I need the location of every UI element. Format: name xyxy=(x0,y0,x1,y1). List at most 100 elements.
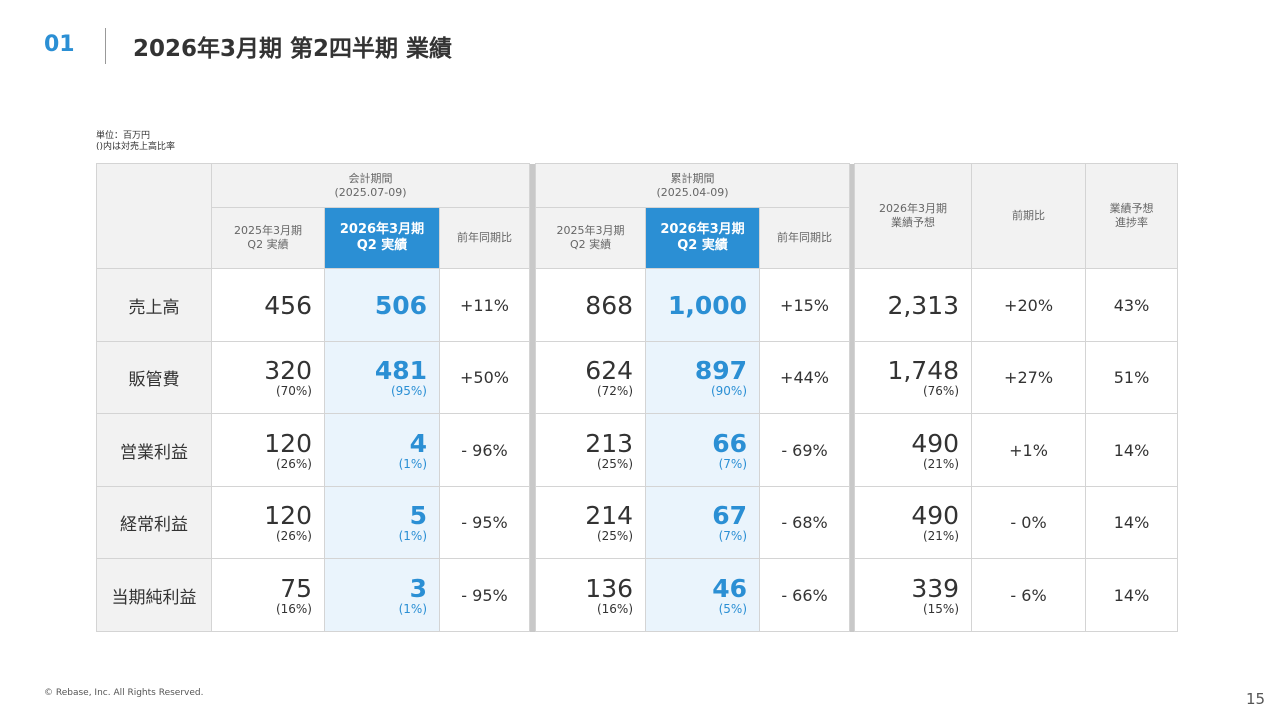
value: 120 xyxy=(264,501,312,530)
value-cell: 868 xyxy=(535,268,647,342)
note: 単位：百万円 xyxy=(96,131,151,141)
column-header: 2026年3月期 Q2 実績 xyxy=(645,207,761,269)
value-cell: 4 (1%) xyxy=(324,413,440,487)
group-header: 累計期間 (2025.04-09) xyxy=(535,163,851,208)
slide-title: 2026年3月期 第2四半期 業績 xyxy=(133,36,453,62)
value-cell: 66 (7%) xyxy=(645,413,761,487)
column-header: 2025年3月期 Q2 実績 xyxy=(211,207,325,269)
table-row: 売上高 456 506 +11% 868 1,000 +15% 2,313 +20% 43% xyxy=(96,268,1179,342)
ratio: (26%) xyxy=(275,529,312,543)
value: 1,000 xyxy=(667,290,748,320)
value: 120 xyxy=(264,428,312,458)
row-label: 経常利益 xyxy=(96,486,212,559)
value: 506 xyxy=(374,290,427,320)
ratio: (25%) xyxy=(596,529,634,543)
value-cell: 1,748 (76%) xyxy=(854,341,973,414)
value: 624 xyxy=(585,356,634,385)
divider xyxy=(105,28,106,64)
row-label: 当期純利益 xyxy=(96,558,212,632)
value-cell: 490 (21%) xyxy=(854,486,973,559)
value-cell: 75 (16%) xyxy=(211,558,325,632)
value-cell: 481 (95%) xyxy=(324,341,440,414)
change-cell: - 95% xyxy=(438,558,531,632)
value-cell: 214 (25%) xyxy=(535,486,647,559)
change-cell: +27% xyxy=(971,341,1087,414)
value: 4 xyxy=(409,428,427,458)
group-title: 会計期間 xyxy=(348,171,393,185)
group-header: 会計期間 (2025.07-09) xyxy=(210,163,531,208)
group-period: (2025.07-09) xyxy=(334,185,407,199)
row-label: 売上高 xyxy=(96,268,212,342)
value-cell: 67 (7%) xyxy=(645,486,761,559)
notes: 単位：百万円 ()内は対売上高比率 xyxy=(96,131,175,153)
column-header: 前期比 xyxy=(971,163,1087,269)
value: 213 xyxy=(585,428,634,458)
ratio: (21%) xyxy=(922,529,960,543)
column-header: 2026年3月期 Q2 実績 xyxy=(324,207,440,269)
table-row: 当期純利益 75 (16%) 3 (1%) - 95% 136 (16%) 46 (5%) - 66… xyxy=(96,558,1179,632)
change-cell: 14% xyxy=(1085,413,1179,487)
column-header: 2026年3月期 業績予想 xyxy=(854,163,973,269)
value: 481 xyxy=(374,356,427,385)
table-row: 経常利益 120 (26%) 5 (1%) - 95% 214 (25%) 67 (7%) - 68… xyxy=(96,486,1179,559)
value: 868 xyxy=(585,290,634,320)
column-header: 前年同期比 xyxy=(438,207,531,269)
value: 214 xyxy=(585,501,634,530)
value: 136 xyxy=(585,573,634,603)
ratio: (72%) xyxy=(596,384,634,398)
ratio: (1%) xyxy=(398,529,427,543)
value-cell: 506 xyxy=(324,268,440,342)
change-cell: - 96% xyxy=(438,413,531,487)
section-number: 01 xyxy=(44,32,75,57)
ratio: (26%) xyxy=(275,456,312,471)
ratio: (95%) xyxy=(390,384,427,398)
change-cell: - 95% xyxy=(438,486,531,559)
separator xyxy=(529,163,536,632)
value-cell: 456 xyxy=(211,268,325,342)
value: 5 xyxy=(409,501,427,530)
table-row: 販管費 320 (70%) 481 (95%) +50% 624 (72%) 897 (90%) +… xyxy=(96,341,1179,414)
value: 456 xyxy=(264,290,312,320)
corner-cell xyxy=(96,163,212,269)
ratio: (15%) xyxy=(922,601,960,616)
value: 490 xyxy=(911,501,960,530)
column-header: 業績予想 進捗率 xyxy=(1085,163,1179,269)
ratio: (21%) xyxy=(922,456,960,471)
ratio: (25%) xyxy=(596,456,634,471)
ratio: (1%) xyxy=(398,601,427,616)
change-cell: 14% xyxy=(1085,486,1179,559)
value: 3 xyxy=(409,573,427,603)
page-number: 15 xyxy=(1246,690,1266,708)
value-cell: 136 (16%) xyxy=(535,558,647,632)
change-cell: - 69% xyxy=(759,413,851,487)
separator xyxy=(849,163,855,632)
row-label: 販管費 xyxy=(96,341,212,414)
ratio: (7%) xyxy=(718,529,748,543)
value: 2,313 xyxy=(887,290,960,320)
change-cell: - 0% xyxy=(971,486,1087,559)
value-cell: 339 (15%) xyxy=(854,558,973,632)
column-header: 前年同期比 xyxy=(759,207,851,269)
value-cell: 213 (25%) xyxy=(535,413,647,487)
change-cell: +15% xyxy=(759,268,851,342)
ratio: (5%) xyxy=(718,601,748,616)
copyright: © Rebase, Inc. All Rights Reserved. xyxy=(44,688,204,698)
value-cell: 2,313 xyxy=(854,268,973,342)
value-cell: 1,000 xyxy=(645,268,761,342)
value-cell: 5 (1%) xyxy=(324,486,440,559)
change-cell: +50% xyxy=(438,341,531,414)
ratio: (90%) xyxy=(710,384,748,398)
ratio: (70%) xyxy=(275,384,312,398)
change-cell: +1% xyxy=(971,413,1087,487)
group-title: 累計期間 xyxy=(670,171,715,185)
value: 75 xyxy=(280,573,312,603)
change-cell: +44% xyxy=(759,341,851,414)
value: 490 xyxy=(911,428,960,458)
change-cell: - 68% xyxy=(759,486,851,559)
ratio: (1%) xyxy=(398,456,427,471)
value: 897 xyxy=(694,356,748,385)
value-cell: 120 (26%) xyxy=(211,413,325,487)
value-cell: 320 (70%) xyxy=(211,341,325,414)
column-header: 2025年3月期 Q2 実績 xyxy=(535,207,647,269)
ratio: (16%) xyxy=(596,601,634,616)
